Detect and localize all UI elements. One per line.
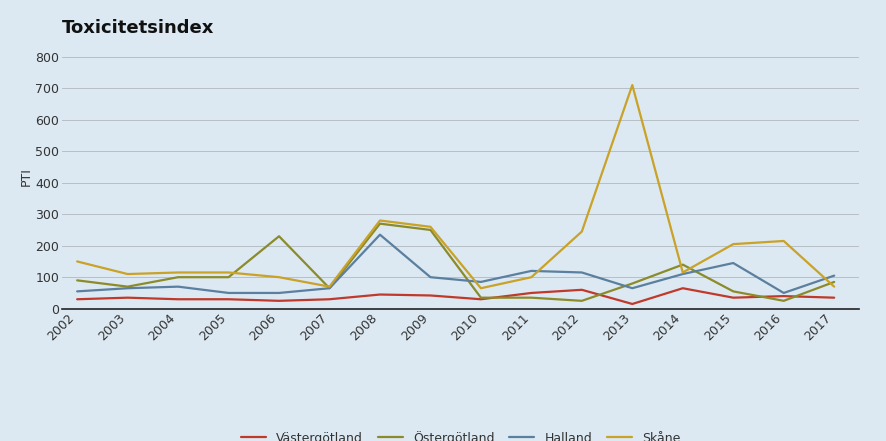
Skåne [72,259,82,264]
Halland [829,273,840,278]
Västergötland [223,297,234,302]
Y-axis label: PTI: PTI [19,167,33,186]
Skåne [274,275,284,280]
Östergötland [779,298,789,303]
Halland [476,279,486,284]
Västergötland [627,301,638,306]
Line: Skåne: Skåne [77,85,835,288]
Line: Västergötland: Västergötland [77,288,835,304]
Västergötland [829,295,840,300]
Skåne [324,284,335,289]
Line: Östergötland: Östergötland [77,224,835,301]
Skåne [173,270,183,275]
Halland [375,232,385,237]
Skåne [779,238,789,243]
Östergötland [728,289,739,294]
Skåne [678,270,688,275]
Östergötland [122,284,133,289]
Halland [223,290,234,295]
Västergötland [779,293,789,299]
Östergötland [476,295,486,300]
Östergötland [173,275,183,280]
Halland [779,290,789,295]
Skåne [425,224,436,229]
Halland [577,270,587,275]
Legend: Västergötland, Östergötland, Halland, Skåne: Västergötland, Östergötland, Halland, Sk… [236,426,686,441]
Östergötland [678,262,688,267]
Västergötland [173,297,183,302]
Skåne [627,82,638,88]
Östergötland [577,298,587,303]
Östergötland [829,279,840,284]
Halland [274,290,284,295]
Text: Toxicitetsindex: Toxicitetsindex [62,19,214,37]
Östergötland [375,221,385,226]
Skåne [223,270,234,275]
Västergötland [577,287,587,292]
Östergötland [324,286,335,291]
Skåne [476,286,486,291]
Skåne [829,284,840,289]
Halland [324,286,335,291]
Östergötland [526,295,537,300]
Halland [526,268,537,273]
Östergötland [425,227,436,232]
Halland [728,260,739,265]
Halland [425,275,436,280]
Skåne [526,275,537,280]
Västergötland [728,295,739,300]
Halland [72,289,82,294]
Halland [122,286,133,291]
Halland [678,271,688,277]
Västergötland [678,286,688,291]
Halland [627,286,638,291]
Västergötland [425,293,436,298]
Östergötland [274,234,284,239]
Västergötland [476,297,486,302]
Skåne [577,229,587,234]
Östergötland [72,278,82,283]
Halland [173,284,183,289]
Västergötland [324,297,335,302]
Västergötland [274,298,284,303]
Skåne [122,271,133,277]
Skåne [728,242,739,247]
Östergötland [223,275,234,280]
Östergötland [627,281,638,286]
Skåne [375,218,385,223]
Västergötland [122,295,133,300]
Västergötland [526,290,537,295]
Västergötland [72,297,82,302]
Västergötland [375,292,385,297]
Line: Halland: Halland [77,235,835,293]
